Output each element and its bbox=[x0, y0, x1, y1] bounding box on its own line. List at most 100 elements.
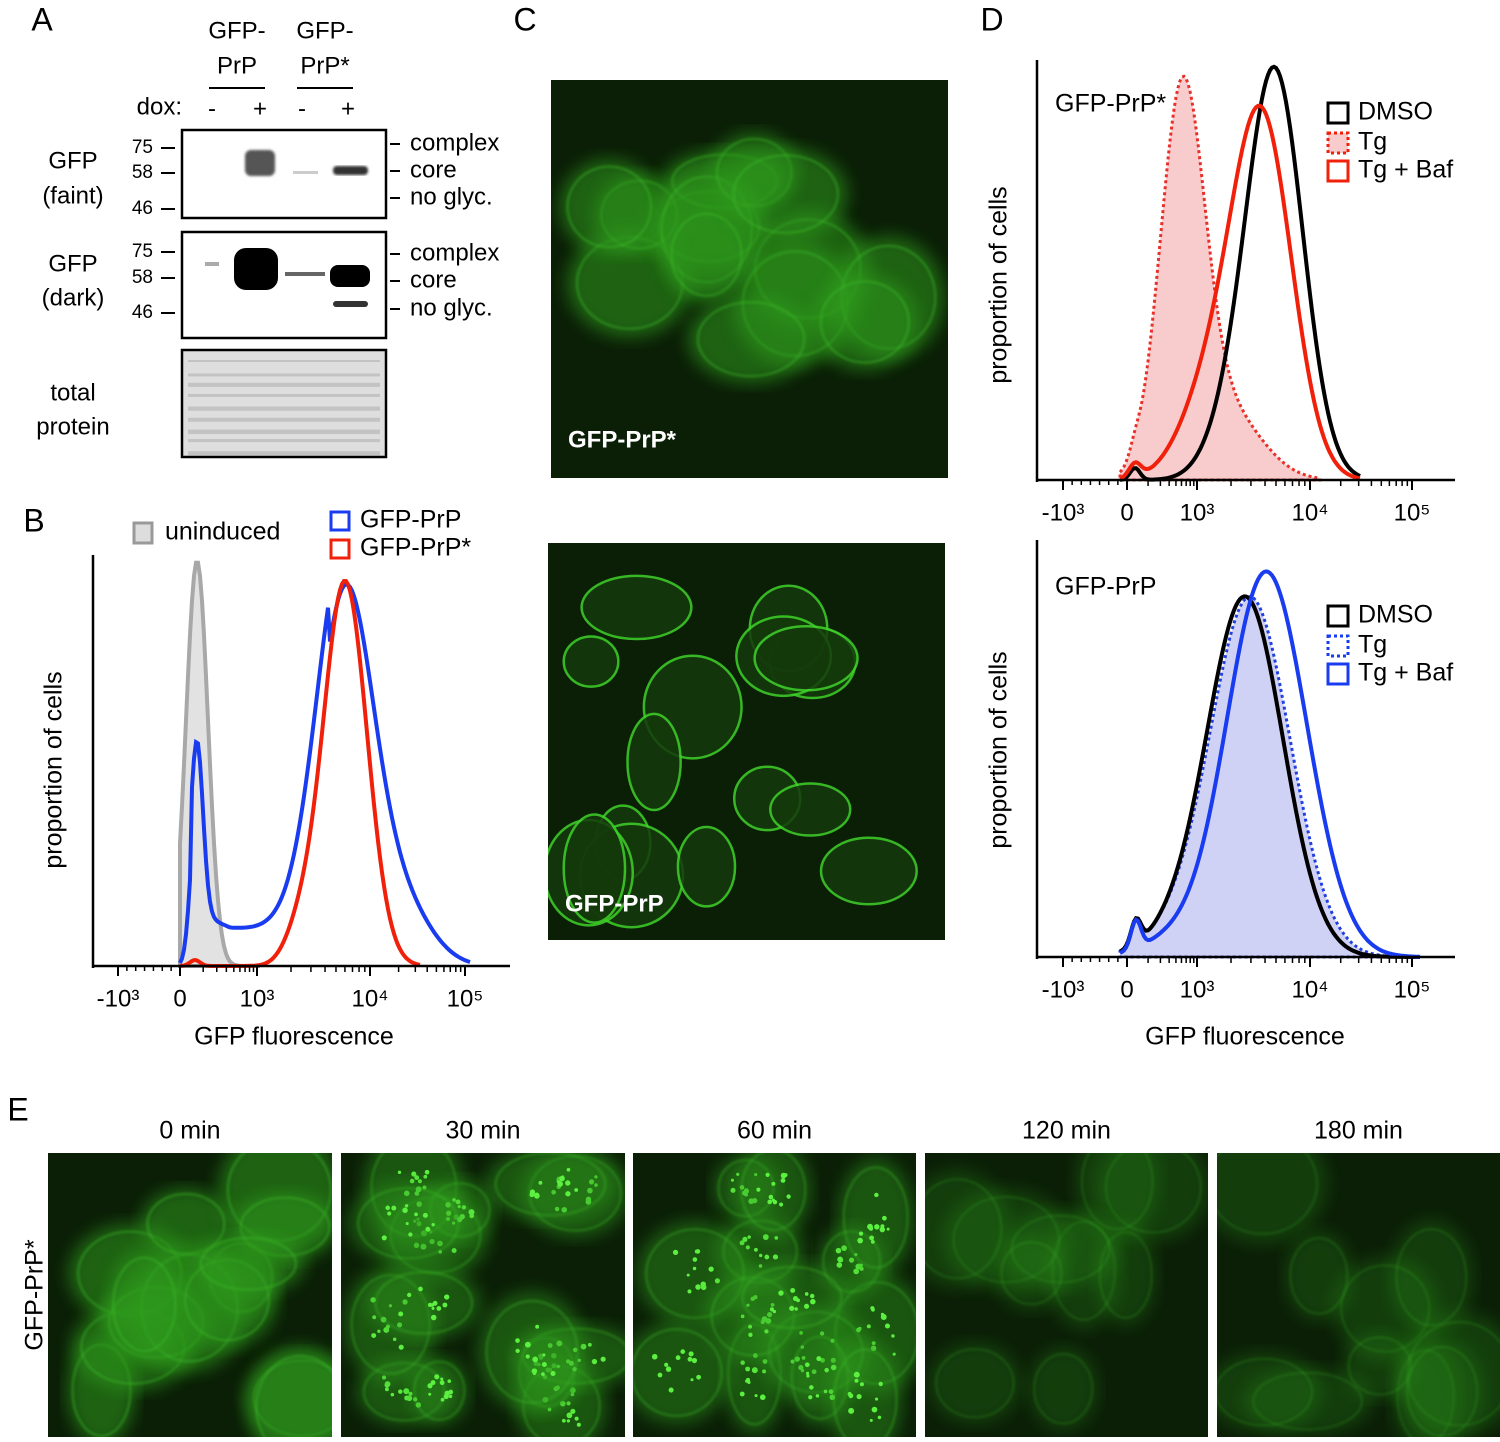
cell bbox=[1284, 1230, 1354, 1322]
x-tick-label: 10³ bbox=[1180, 499, 1215, 526]
punctum bbox=[392, 1337, 397, 1342]
legend-label: GFP-PrP bbox=[360, 506, 461, 534]
panel-letter: E bbox=[7, 1091, 28, 1127]
punctum bbox=[695, 1249, 701, 1254]
legend-swatch bbox=[1326, 634, 1350, 658]
legend-label: Tg bbox=[1358, 631, 1387, 659]
x-tick-label: 10³ bbox=[1180, 976, 1215, 1003]
punctum bbox=[765, 1172, 770, 1177]
band-label: no glyc. bbox=[410, 183, 493, 210]
x-tick-label: 10⁴ bbox=[1291, 976, 1328, 1003]
legend-label: GFP-PrP* bbox=[360, 534, 471, 562]
punctum bbox=[668, 1387, 674, 1393]
punctum bbox=[805, 1371, 810, 1375]
punctum bbox=[442, 1302, 448, 1308]
x-tick-label: -10³ bbox=[1042, 976, 1085, 1003]
punctum bbox=[823, 1389, 828, 1394]
punctum bbox=[874, 1224, 880, 1230]
punctum bbox=[672, 1249, 679, 1256]
cell bbox=[477, 1290, 587, 1413]
punctum bbox=[804, 1303, 810, 1309]
punctum bbox=[423, 1174, 428, 1179]
plot-title: GFP-PrP bbox=[1055, 573, 1156, 601]
punctum bbox=[405, 1222, 409, 1226]
punctum bbox=[870, 1239, 875, 1244]
punctum bbox=[779, 1202, 784, 1207]
punctum bbox=[550, 1370, 556, 1376]
punctum bbox=[430, 1314, 437, 1321]
cell bbox=[676, 825, 737, 908]
punctum bbox=[690, 1378, 694, 1382]
cell bbox=[1342, 1331, 1418, 1401]
punctum bbox=[469, 1213, 474, 1219]
punctum bbox=[524, 1341, 531, 1348]
cell-edge bbox=[255, 1355, 332, 1437]
punctum bbox=[398, 1389, 403, 1394]
micrograph-content bbox=[925, 1153, 1208, 1431]
punctum bbox=[778, 1290, 784, 1296]
punctum bbox=[714, 1278, 721, 1284]
punctum bbox=[891, 1334, 895, 1338]
protein-band bbox=[188, 373, 380, 377]
punctum bbox=[559, 1175, 565, 1182]
blot-label: protein bbox=[36, 413, 109, 440]
protein-band bbox=[188, 417, 380, 422]
punctum bbox=[436, 1306, 442, 1311]
punctum bbox=[754, 1394, 758, 1398]
punctum bbox=[402, 1207, 408, 1214]
lane-label: - bbox=[298, 95, 306, 122]
image-label: GFP-PrP bbox=[565, 890, 664, 917]
cell-edge bbox=[146, 1192, 226, 1255]
x-axis-label: GFP fluorescence bbox=[1145, 1023, 1345, 1051]
punctum bbox=[745, 1366, 751, 1372]
blot-label: (faint) bbox=[42, 182, 103, 209]
legend-swatch bbox=[1326, 604, 1350, 628]
cell bbox=[562, 813, 627, 924]
band bbox=[333, 166, 368, 175]
panel-letter: A bbox=[31, 1, 53, 37]
legend-swatch bbox=[1326, 131, 1350, 155]
cell-edge bbox=[357, 1187, 460, 1260]
punctum bbox=[769, 1307, 775, 1312]
punctum bbox=[790, 1287, 796, 1293]
punctum bbox=[859, 1382, 864, 1387]
punctum bbox=[398, 1311, 404, 1317]
time-label: 180 min bbox=[1314, 1117, 1403, 1145]
punctum bbox=[576, 1422, 581, 1427]
x-tick-label: 10⁵ bbox=[447, 985, 484, 1012]
cell bbox=[1389, 1219, 1474, 1335]
band bbox=[285, 272, 325, 276]
legend-label: Tg + Baf bbox=[1358, 156, 1453, 184]
x-tick-label: 0 bbox=[1120, 499, 1133, 526]
row-label: GFP-PrP* bbox=[21, 1239, 49, 1350]
punctum bbox=[806, 1374, 810, 1378]
punctum bbox=[428, 1392, 432, 1396]
punctum bbox=[751, 1367, 758, 1374]
punctum bbox=[786, 1194, 791, 1199]
punctum bbox=[431, 1306, 435, 1310]
punctum bbox=[748, 1324, 753, 1329]
micrograph-content bbox=[66, 1153, 332, 1437]
punctum bbox=[434, 1374, 440, 1380]
punctum bbox=[406, 1292, 412, 1298]
punctum bbox=[448, 1394, 453, 1399]
mw-marker: 75 bbox=[132, 241, 153, 262]
cell-edge bbox=[485, 1299, 579, 1404]
cell bbox=[580, 574, 693, 641]
punctum bbox=[748, 1332, 753, 1337]
punctum bbox=[675, 1355, 681, 1361]
punctum bbox=[867, 1223, 873, 1230]
punctum bbox=[561, 1418, 566, 1423]
cell bbox=[811, 273, 918, 371]
punctum bbox=[771, 1198, 775, 1202]
punctum bbox=[566, 1412, 573, 1419]
punctum bbox=[414, 1175, 420, 1181]
punctum bbox=[879, 1226, 886, 1233]
cell-edge bbox=[935, 1348, 1015, 1419]
punctum bbox=[857, 1237, 864, 1244]
punctum bbox=[809, 1385, 814, 1390]
tg-baf-curve bbox=[1119, 569, 1421, 959]
punctum bbox=[886, 1227, 890, 1231]
punctum bbox=[385, 1205, 390, 1211]
